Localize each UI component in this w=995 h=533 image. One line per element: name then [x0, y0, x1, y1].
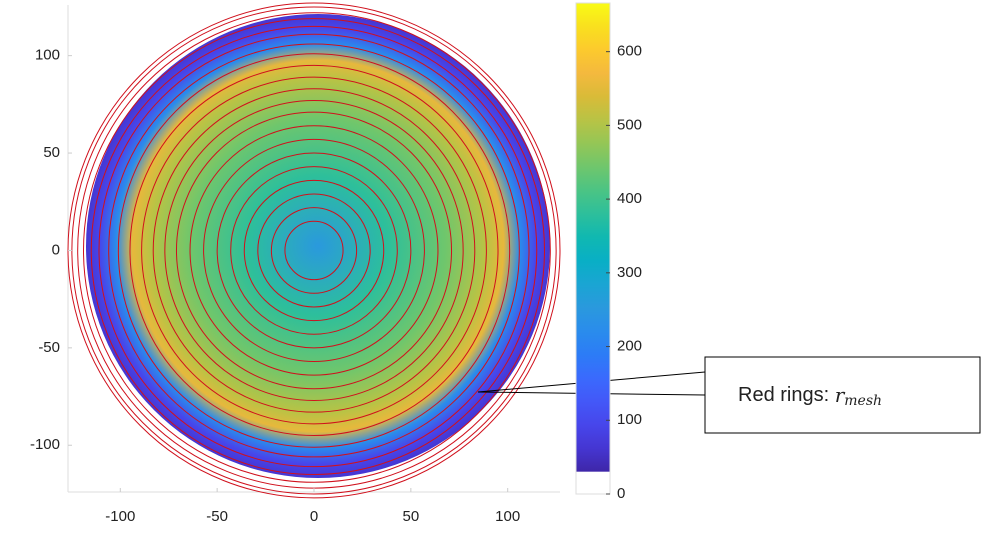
colorbar-tick-label: 0: [617, 485, 625, 502]
colorbar-tick-label: 600: [617, 43, 642, 60]
x-tick-label: 100: [495, 508, 520, 525]
colorbar: [576, 3, 610, 472]
colorbar-tick-label: 300: [617, 264, 642, 281]
chart: Red rings: rmesh -100 -50 0 50 100 -100 -50 0 50…: [0, 0, 995, 528]
annotation-label: Red rings:: [738, 384, 829, 406]
colorbar-low: [576, 472, 610, 494]
annotation: Red rings: rmesh: [478, 357, 980, 433]
x-tick-label: -100: [105, 508, 135, 525]
y-tick-label: -50: [38, 339, 60, 356]
colorbar-tick-label: 400: [617, 190, 642, 207]
y-tick-label: 100: [35, 47, 60, 64]
x-tick-label: 0: [310, 508, 318, 525]
x-tick-label: 50: [403, 508, 420, 525]
y-tick-label: -100: [30, 436, 60, 453]
colorbar-tick-label: 100: [617, 411, 642, 428]
colorbar-tick-label: 200: [617, 338, 642, 355]
y-tick-label: 0: [52, 241, 60, 258]
x-tick-label: -50: [206, 508, 228, 525]
y-tick-label: 50: [43, 144, 60, 161]
plot-area: [68, 3, 560, 498]
annotation-subscript: mesh: [844, 393, 882, 409]
colorbar-tick-label: 500: [617, 116, 642, 133]
